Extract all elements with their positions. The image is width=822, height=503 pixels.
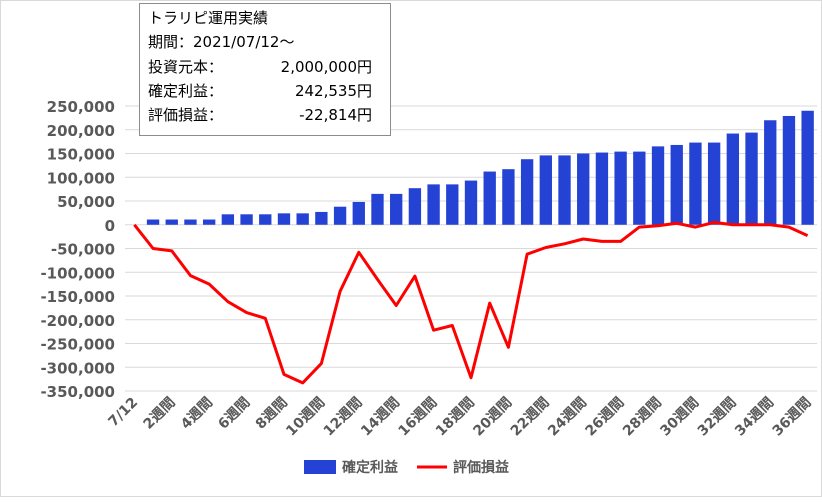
y-tick-label: 250,000 <box>47 98 115 116</box>
info-unrealized-row: 評価損益： -22,814円 <box>148 103 390 127</box>
legend-bar-swatch <box>304 460 336 474</box>
info-period: 期間：2021/07/12〜 <box>148 33 295 52</box>
bar <box>539 155 552 225</box>
bar <box>221 214 235 225</box>
y-tick-label: -150,000 <box>40 288 115 306</box>
x-tick-label: 10週間 <box>283 395 328 440</box>
bar-series <box>146 110 814 225</box>
x-axis-ticks: 7/12 2週間 4週間 6週間 8週間10週間12週間14週間16週間18週間20週間… <box>106 395 815 440</box>
y-tick-label: -250,000 <box>40 336 115 354</box>
bar <box>371 193 384 225</box>
bar <box>801 110 814 225</box>
bar <box>782 115 796 225</box>
x-tick-label: 6週間 <box>215 395 253 433</box>
bar <box>502 169 515 225</box>
y-tick-label: 100,000 <box>47 169 115 187</box>
bar <box>483 171 496 225</box>
bar <box>764 120 777 225</box>
x-tick-label: 32週間 <box>695 395 740 440</box>
bar <box>726 133 740 225</box>
bar <box>146 219 160 225</box>
x-tick-label: 12週間 <box>321 395 366 440</box>
bar <box>184 219 197 225</box>
bar <box>595 152 609 225</box>
x-tick-label: 30週間 <box>657 395 702 440</box>
legend-bar-label: 確定利益 <box>342 459 398 476</box>
bar <box>689 142 702 225</box>
line-path <box>133 220 809 385</box>
line-series <box>133 220 809 385</box>
y-tick-label: 150,000 <box>47 146 115 164</box>
bar <box>202 219 216 225</box>
y-tick-label: 200,000 <box>47 122 115 140</box>
x-tick-label: 16週間 <box>396 395 441 440</box>
info-realized-row: 確定利益： 242,535円 <box>148 79 390 103</box>
info-box: トラリピ運用実績 期間：2021/07/12〜 投資元本： 2,000,000円… <box>139 3 391 136</box>
x-tick-label: 28週間 <box>620 395 665 440</box>
bar <box>446 184 459 225</box>
bar <box>670 144 683 225</box>
x-tick-label: 34週間 <box>732 395 777 440</box>
y-tick-label: -200,000 <box>40 312 115 330</box>
info-principal-value: 2,000,000円 <box>280 57 372 76</box>
y-axis-ticks: 250,000 200,000 150,000 100,000 50,000 0 -50,0… <box>40 98 115 401</box>
bar <box>315 211 328 225</box>
info-realized-value: 242,535円 <box>294 81 372 100</box>
x-tick-label: 26週間 <box>583 395 628 440</box>
y-tick-label: -350,000 <box>40 383 115 401</box>
y-tick-label: -50,000 <box>51 241 115 259</box>
legend-line-label: 評価損益 <box>453 459 509 476</box>
x-tick-label: 4週間 <box>178 395 216 433</box>
info-title: トラリピ運用実績 <box>148 9 269 27</box>
x-tick-label: 18週間 <box>433 395 478 440</box>
legend: 確定利益 評価損益 <box>304 459 509 476</box>
x-tick-label: 20週間 <box>470 395 515 440</box>
bar <box>651 146 665 225</box>
x-tick-label: 22週間 <box>508 395 553 440</box>
bar <box>296 213 309 225</box>
info-period-row: 期間：2021/07/12〜 <box>148 30 390 54</box>
bar <box>408 188 422 225</box>
y-tick-label: -100,000 <box>40 264 115 282</box>
y-tick-label: 0 <box>105 217 115 235</box>
bar <box>707 142 721 225</box>
x-tick-label: 14週間 <box>358 395 403 440</box>
info-unrealized-value: -22,814円 <box>299 106 372 125</box>
x-tick-label: 24週間 <box>545 395 590 440</box>
bar <box>165 219 178 225</box>
bar <box>259 214 272 225</box>
bar <box>240 214 253 225</box>
x-tick-label: 36週間 <box>770 395 815 440</box>
y-tick-label: 50,000 <box>57 193 115 211</box>
bar <box>633 151 646 225</box>
info-realized-label: 確定利益： <box>148 81 224 100</box>
bar <box>277 213 291 225</box>
bar <box>352 201 365 225</box>
info-unrealized-label: 評価損益： <box>148 106 224 125</box>
info-principal-row: 投資元本： 2,000,000円 <box>148 55 390 79</box>
bar <box>558 155 571 225</box>
bar <box>333 206 347 225</box>
info-title-row: トラリピ運用実績 <box>148 6 390 30</box>
bar <box>520 159 534 225</box>
bar <box>614 151 627 225</box>
x-tick-label: 2週間 <box>141 395 179 433</box>
bar <box>745 132 758 225</box>
bar <box>464 180 478 225</box>
y-tick-label: -300,000 <box>40 359 115 377</box>
info-principal-label: 投資元本： <box>148 57 224 76</box>
bar <box>427 184 440 225</box>
bar <box>577 153 590 225</box>
bar <box>390 193 403 225</box>
